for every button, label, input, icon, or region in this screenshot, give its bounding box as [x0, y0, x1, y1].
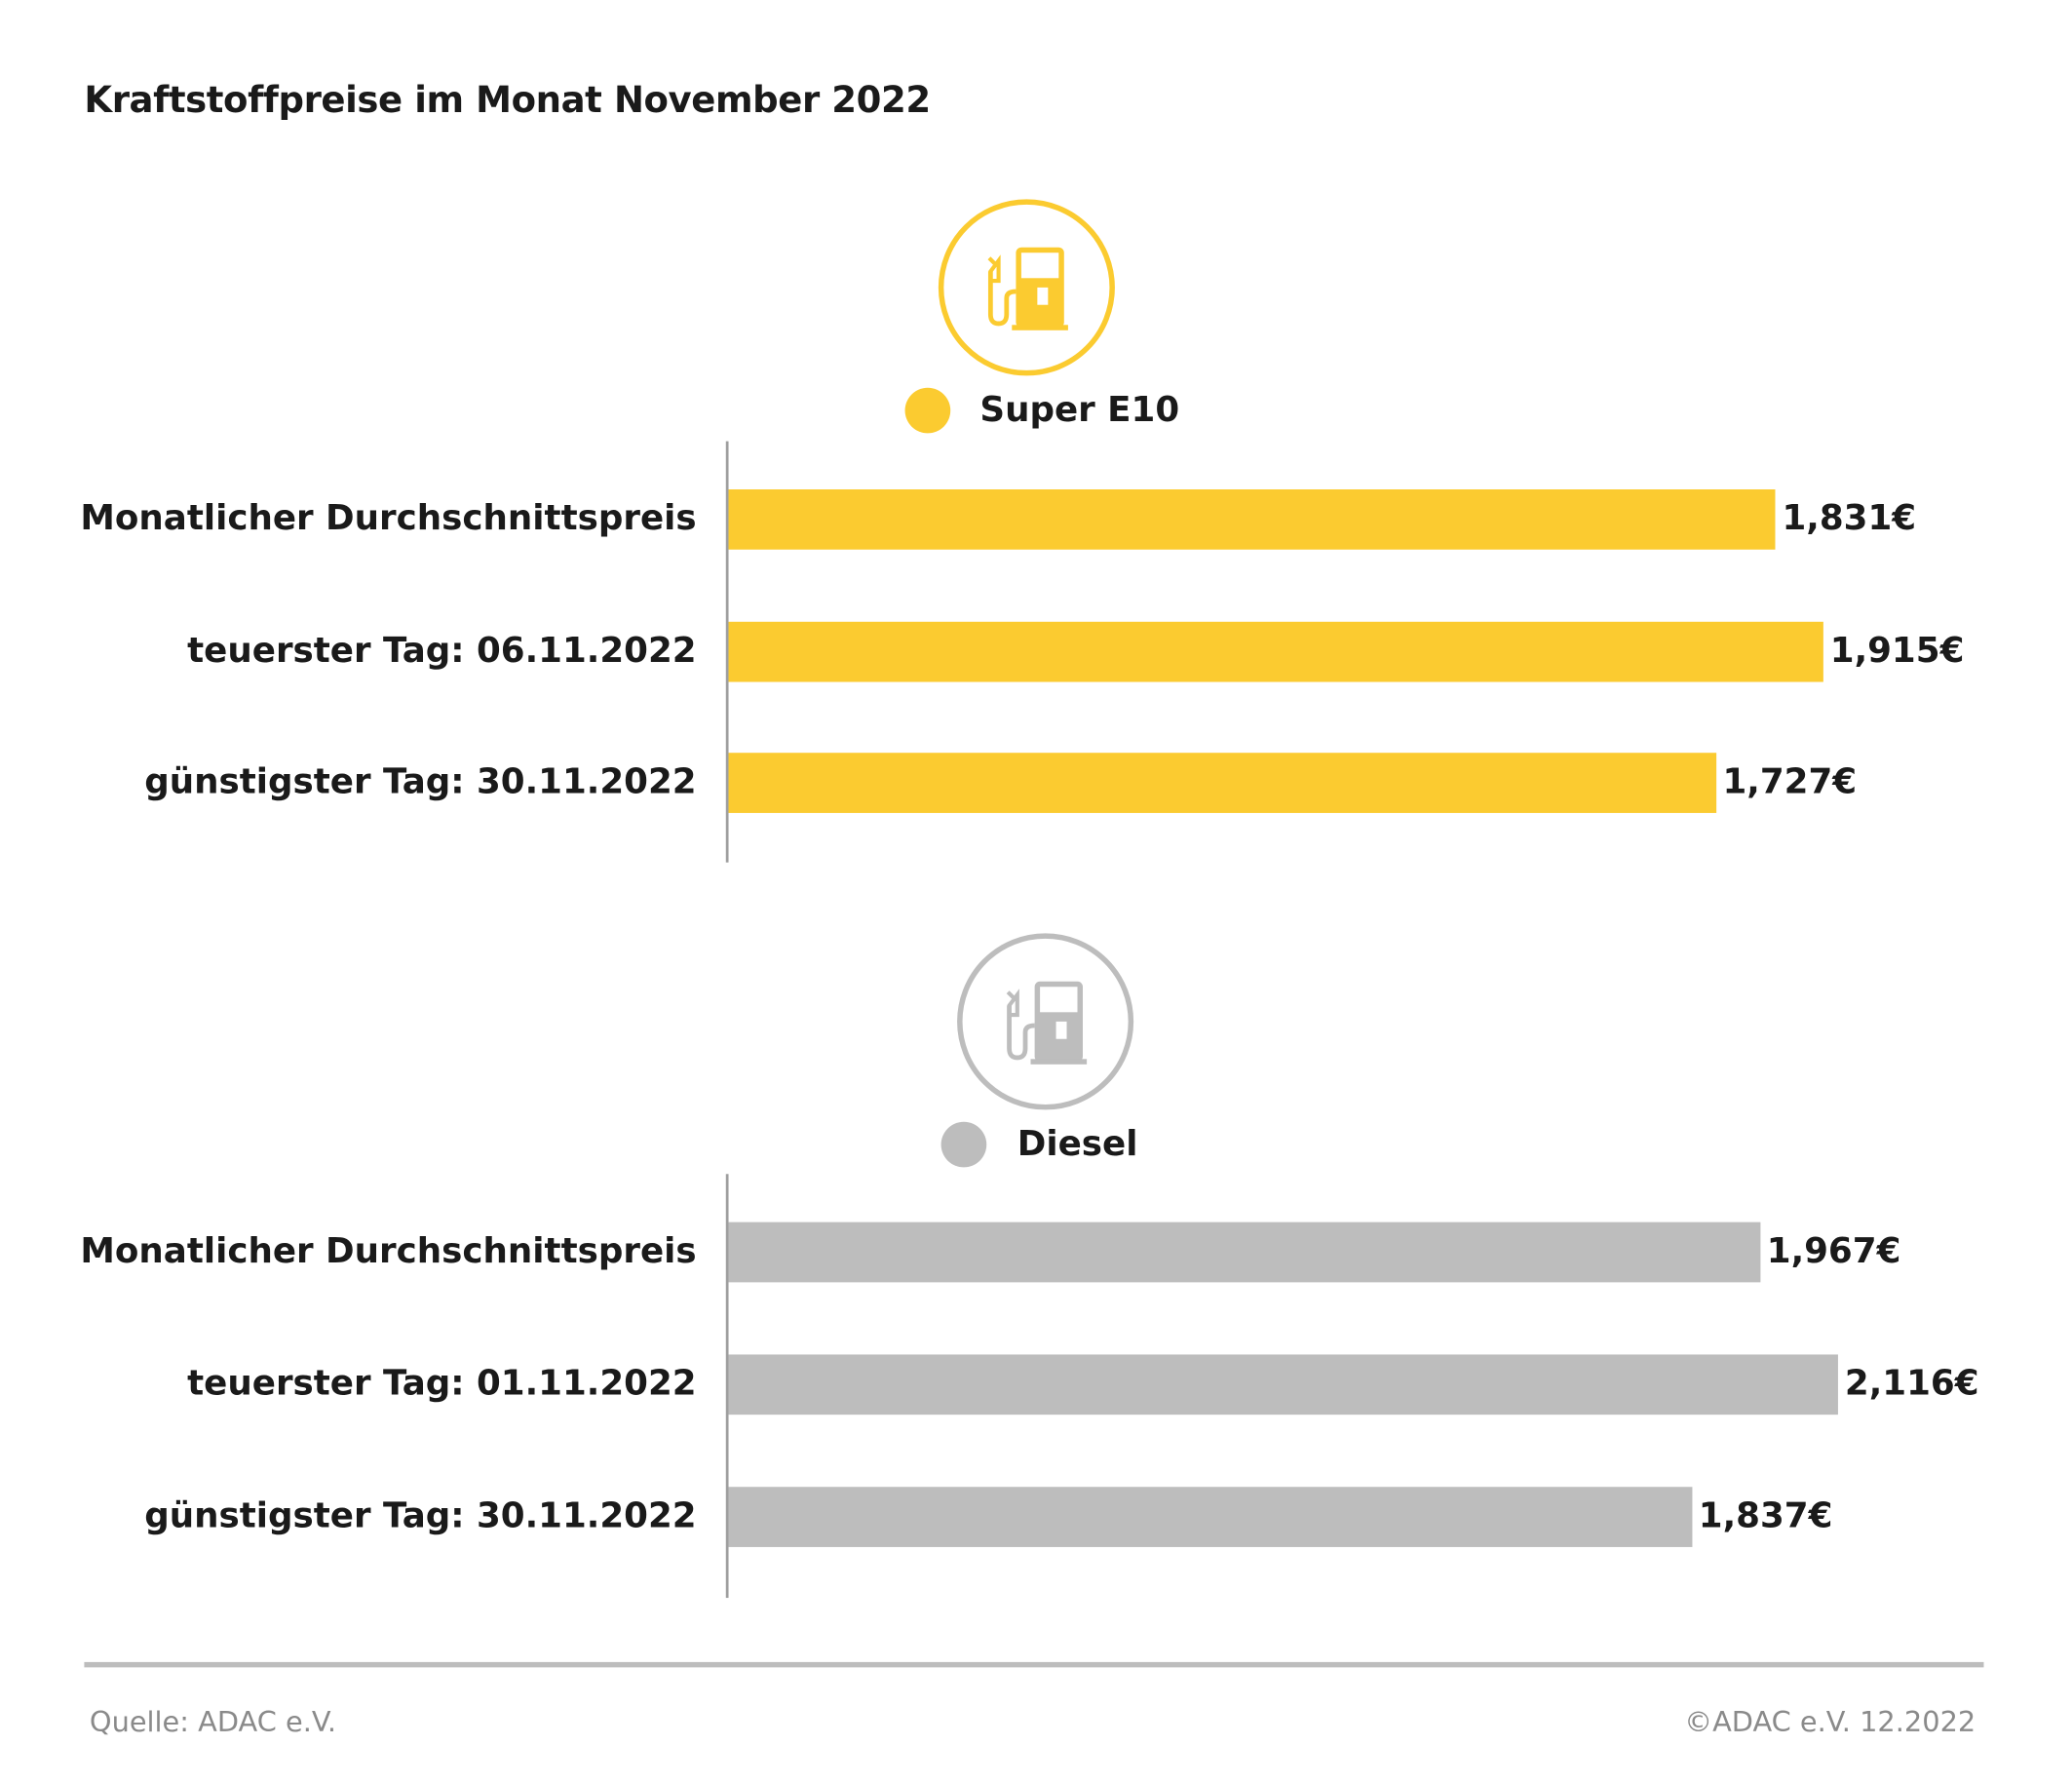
- super-e10-axis-line: [725, 441, 729, 863]
- diesel-legend-dot: [940, 1121, 987, 1168]
- super-e10-legend-dot: [904, 387, 951, 434]
- super-e10-category-label: günstigster Tag: 30.11.2022: [144, 761, 697, 802]
- chart-title: Kraftstoffpreise im Monat November 2022: [84, 80, 931, 122]
- diesel-category-label: teuerster Tag: 01.11.2022: [187, 1364, 697, 1405]
- super-e10-value-label: 1,727€: [1722, 761, 1858, 802]
- diesel-bar: [728, 1487, 1692, 1547]
- super-e10-icon-circle: [938, 199, 1115, 376]
- super-e10-bar: [728, 753, 1716, 813]
- diesel-category-label: Monatlicher Durchschnittspreis: [80, 1231, 697, 1272]
- copyright-note: ©ADAC e.V. 12.2022: [1684, 1706, 1976, 1739]
- diesel-value-label: 1,967€: [1766, 1231, 1901, 1272]
- super-e10-bar: [728, 489, 1776, 550]
- diesel-value-label: 1,837€: [1698, 1495, 1833, 1536]
- super-e10-legend-label: Super E10: [979, 390, 1180, 431]
- diesel-legend-label: Diesel: [1017, 1124, 1138, 1165]
- fuel-pump-icon: [987, 247, 1068, 330]
- diesel-bar: [728, 1222, 1760, 1283]
- super-e10-bar: [728, 621, 1823, 682]
- source-note: Quelle: ADAC e.V.: [89, 1706, 337, 1739]
- diesel-icon-circle: [957, 933, 1134, 1110]
- super-e10-value-label: 1,915€: [1829, 631, 1965, 672]
- diesel-axis-line: [725, 1174, 729, 1599]
- super-e10-category-label: teuerster Tag: 06.11.2022: [187, 631, 697, 672]
- fuel-pump-icon: [1006, 981, 1088, 1065]
- super-e10-value-label: 1,831€: [1782, 498, 1917, 539]
- diesel-category-label: günstigster Tag: 30.11.2022: [144, 1495, 697, 1536]
- diesel-value-label: 2,116€: [1844, 1364, 1979, 1405]
- diesel-bar: [728, 1354, 1839, 1416]
- footer-divider: [84, 1661, 1984, 1668]
- super-e10-category-label: Monatlicher Durchschnittspreis: [80, 498, 697, 539]
